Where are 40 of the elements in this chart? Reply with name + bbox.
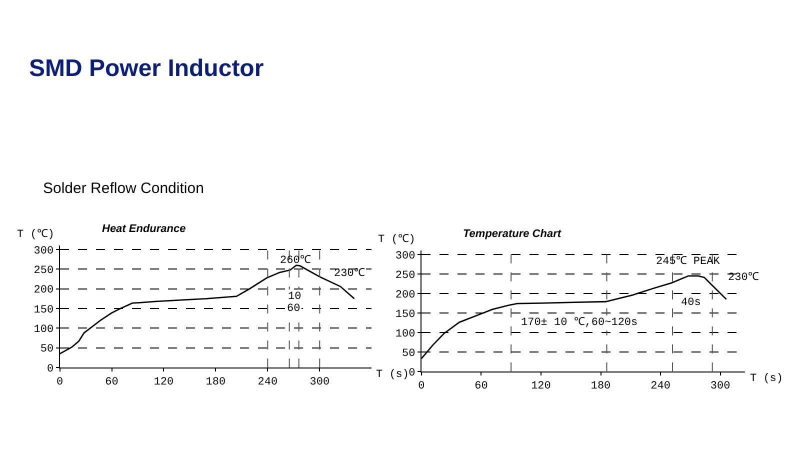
annotation: 245℃ PEAK — [656, 256, 720, 268]
y-axis-title: T (℃) — [17, 229, 54, 241]
x-axis-title: T (s) — [376, 369, 410, 381]
annotation: 40s — [681, 297, 701, 309]
annotation: 10 — [288, 291, 302, 303]
x-tick-label: 240 — [258, 376, 278, 389]
y-tick-label: 200 — [34, 284, 54, 297]
x-tick-label: 300 — [710, 380, 730, 393]
chart-title: Temperature Chart — [463, 228, 562, 240]
y-tick-label: 150 — [34, 304, 54, 316]
x-axis-title: T (s) — [750, 373, 784, 385]
annotation: 260℃ — [280, 255, 311, 267]
y-tick-label: 50 — [402, 348, 416, 360]
x-tick-label: 0 — [418, 380, 425, 393]
y-tick-label: 0 — [408, 367, 416, 380]
y-tick-label: 250 — [395, 270, 416, 282]
x-tick-label: 120 — [531, 380, 551, 393]
x-tick-label: 240 — [650, 380, 670, 393]
chart-title: Heat Endurance — [102, 223, 186, 235]
y-tick-label: 250 — [34, 265, 54, 278]
y-tick-label: 0 — [46, 363, 54, 376]
y-tick-label: 300 — [395, 250, 416, 262]
x-tick-label: 180 — [590, 380, 611, 393]
annotation: 170± 10 ℃,60~120s — [521, 317, 638, 329]
y-tick-label: 150 — [395, 308, 416, 321]
x-tick-label: 0 — [56, 376, 64, 389]
y-tick-label: 200 — [395, 289, 416, 302]
text: SMD Power Inductor — [29, 55, 264, 82]
annotation: 60 — [287, 303, 300, 315]
x-tick-label: 300 — [310, 376, 330, 389]
text: Solder Reflow Condition — [43, 180, 204, 197]
y-axis-title: T (℃) — [378, 234, 416, 246]
y-tick-label: 100 — [395, 328, 416, 340]
x-tick-label: 60 — [105, 376, 118, 389]
y-tick-label: 100 — [34, 324, 54, 336]
y-tick-label: 50 — [40, 344, 54, 356]
x-tick-label: 60 — [474, 380, 488, 393]
x-tick-label: 120 — [154, 376, 174, 389]
y-tick-label: 300 — [34, 245, 54, 258]
x-tick-label: 180 — [206, 376, 226, 389]
